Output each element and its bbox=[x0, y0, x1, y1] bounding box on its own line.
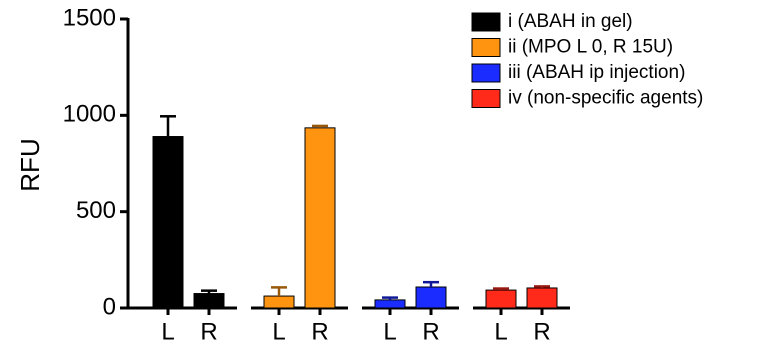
x-tick-label: L bbox=[494, 318, 507, 345]
error-bar bbox=[382, 296, 398, 300]
legend-label: iii (ABAH ip injection) bbox=[508, 62, 685, 83]
error-bar bbox=[271, 286, 287, 297]
bar bbox=[152, 136, 184, 309]
legend-swatch bbox=[471, 89, 501, 108]
error-bar bbox=[493, 287, 509, 291]
legend-swatch bbox=[471, 12, 501, 32]
x-tick-label: R bbox=[422, 318, 439, 345]
error-bar bbox=[312, 124, 328, 128]
bar bbox=[415, 286, 447, 309]
legend-swatch bbox=[471, 63, 501, 83]
x-tick-label: L bbox=[272, 318, 285, 345]
error-bar bbox=[534, 285, 550, 288]
error-bar bbox=[423, 280, 439, 287]
y-tick-label: 1000 bbox=[63, 101, 116, 128]
x-tick-label: R bbox=[533, 318, 550, 345]
error-bar bbox=[201, 289, 217, 294]
y-tick-label: 0 bbox=[103, 293, 116, 320]
x-tick-label: R bbox=[200, 318, 217, 345]
legend-label: i (ABAH in gel) bbox=[508, 11, 633, 32]
bar bbox=[526, 287, 558, 309]
y-axis-label: RFU bbox=[15, 138, 45, 191]
x-tick-label: R bbox=[311, 318, 328, 345]
legend-swatch bbox=[471, 38, 501, 57]
bar bbox=[263, 295, 295, 309]
error-bar bbox=[160, 115, 176, 137]
bar bbox=[304, 127, 336, 309]
bar bbox=[485, 289, 517, 309]
bar bbox=[374, 299, 406, 309]
legend-label: iv (non-specific agents) bbox=[508, 88, 703, 109]
legend-label: ii (MPO L 0, R 15U) bbox=[508, 37, 673, 58]
x-tick-label: L bbox=[161, 318, 174, 345]
y-tick-label: 1500 bbox=[63, 4, 116, 31]
bar bbox=[193, 293, 225, 309]
y-tick-label: 500 bbox=[76, 197, 116, 224]
x-tick-label: L bbox=[383, 318, 396, 345]
